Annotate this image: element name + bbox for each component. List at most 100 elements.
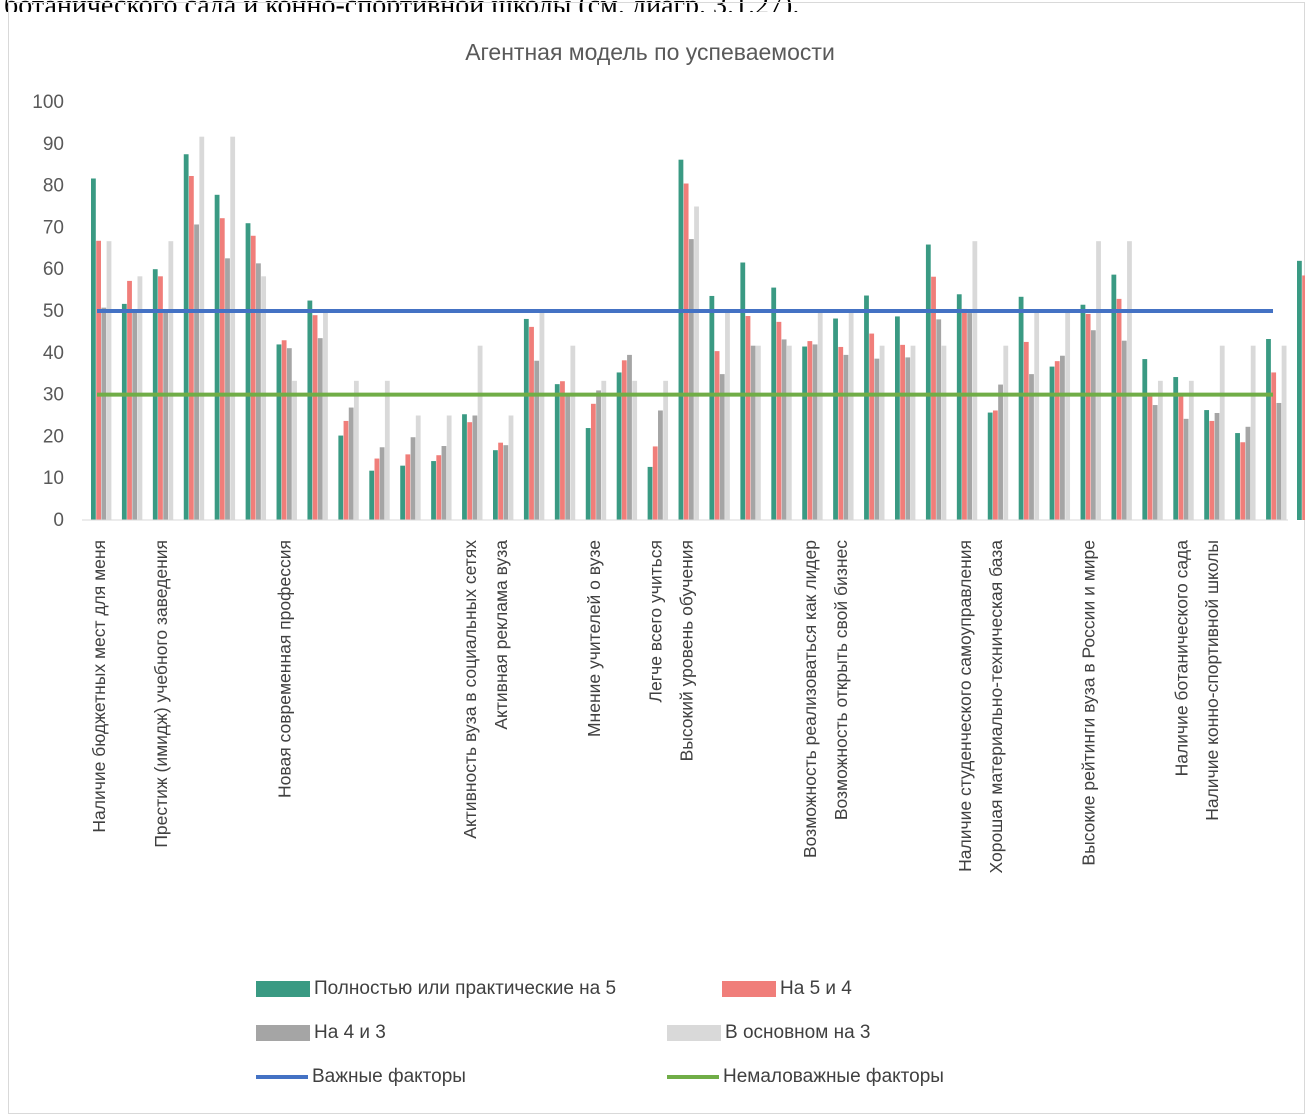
legend-item: В основном на 3 (667, 1022, 870, 1044)
x-tick-label: Мнение учителей о вузе (584, 540, 604, 737)
bar (261, 276, 267, 520)
bar (745, 316, 751, 520)
bar (663, 380, 669, 520)
y-tick-label: 100 (32, 92, 64, 113)
bar (967, 313, 973, 520)
bar (477, 345, 483, 520)
bar (534, 360, 540, 520)
bar (848, 311, 854, 520)
bar (750, 345, 756, 520)
bar (250, 235, 256, 520)
bar (467, 422, 473, 520)
bar (410, 437, 416, 520)
bar (194, 224, 199, 520)
bar (1142, 359, 1148, 520)
bar (1276, 402, 1282, 520)
bar (1157, 380, 1163, 520)
bar (812, 344, 818, 520)
bar (1029, 374, 1034, 520)
bar (168, 241, 174, 520)
bar (1240, 442, 1246, 520)
bar (688, 239, 694, 520)
bar (96, 240, 101, 520)
bar (353, 380, 359, 520)
legend-label: На 4 и 3 (314, 1022, 386, 1043)
bar (565, 395, 571, 520)
bar (158, 276, 163, 520)
x-tick-label: Высокие рейтинги вуза в России и мире (1079, 540, 1099, 866)
bar (343, 420, 349, 520)
bar (1034, 311, 1040, 520)
bar (1219, 345, 1225, 520)
bar (245, 223, 251, 520)
bar (276, 344, 282, 520)
bar (225, 258, 230, 520)
bar (987, 412, 993, 520)
bar (1266, 339, 1271, 520)
bar (817, 311, 823, 520)
bar (694, 206, 699, 520)
bar (570, 345, 576, 520)
bar (627, 354, 632, 520)
x-tick-label: Новая современная профессия (275, 540, 295, 798)
bar (652, 446, 658, 520)
bar (585, 428, 591, 520)
y-tick-label: 90 (43, 134, 64, 155)
legend-label: Немаловажные факторы (723, 1066, 944, 1087)
bar (972, 241, 978, 520)
y-tick-label: 30 (43, 385, 64, 406)
bar (781, 339, 787, 520)
bar (1090, 330, 1096, 520)
x-tick-label: Активность вуза в социальных сетях (460, 540, 480, 839)
bar (1121, 340, 1127, 520)
bar (127, 280, 132, 520)
bar (1054, 361, 1060, 520)
bar (1173, 377, 1179, 520)
x-tick-label: Наличие студенческого самоуправления (955, 540, 975, 872)
bar (1060, 355, 1065, 520)
x-tick-label: Хорошая материально-техническая база (986, 540, 1006, 874)
bar (802, 346, 808, 520)
bar (384, 380, 390, 520)
reference-lines (97, 309, 1273, 397)
bar (498, 442, 503, 520)
bar (1096, 241, 1101, 520)
bar (405, 454, 411, 520)
bar (493, 450, 498, 520)
legend-swatch (667, 1025, 721, 1041)
bar (879, 345, 885, 520)
bar (188, 175, 194, 521)
bar (900, 344, 905, 520)
bar (864, 295, 869, 520)
bar (307, 300, 313, 520)
bar (472, 415, 478, 520)
legend-item: Полностью или практические на 5 (256, 978, 616, 1000)
x-tick-label: Наличие конно-спортивной школы (1202, 540, 1222, 821)
legend-label: Важные факторы (312, 1066, 466, 1087)
bar (998, 384, 1003, 520)
bar (436, 455, 442, 520)
bar (1250, 345, 1256, 520)
bar (874, 358, 880, 520)
bar (1018, 296, 1024, 520)
bar (931, 276, 936, 520)
legend-item: На 4 и 3 (256, 1022, 386, 1044)
bar (183, 154, 189, 520)
bar (1049, 366, 1055, 520)
y-axis: 0 10 20 30 40 50 60 70 80 90 100 (32, 92, 64, 531)
bar (441, 446, 447, 520)
bar (632, 380, 638, 520)
bar (776, 321, 782, 520)
bar (1116, 298, 1122, 520)
bar (199, 136, 205, 520)
x-tick-label: Возможность открыть свой бизнес (831, 540, 851, 820)
legend-item: Важные факторы (256, 1066, 466, 1088)
chart-title: Агентная модель по успеваемости (465, 39, 835, 65)
legend-line (667, 1075, 719, 1079)
bar (554, 384, 560, 520)
bar (936, 319, 942, 520)
bar (1302, 275, 1305, 520)
bar (1065, 311, 1071, 520)
bar (560, 381, 565, 520)
x-axis-labels: Наличие бюджетных мест для меня Престиж (… (89, 540, 1222, 874)
